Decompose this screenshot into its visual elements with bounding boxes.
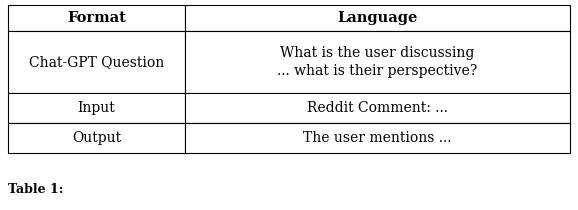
Text: What is the user discussing
... what is their perspective?: What is the user discussing ... what is …	[277, 46, 477, 78]
Bar	[8, 123, 185, 153]
Bar	[8, 31, 185, 93]
Text: Input: Input	[77, 101, 116, 115]
Bar	[8, 5, 185, 31]
Bar	[185, 93, 570, 123]
Bar	[185, 123, 570, 153]
Text: Format: Format	[67, 11, 126, 25]
Text: Output: Output	[72, 131, 121, 145]
Bar	[185, 31, 570, 93]
Text: Chat-GPT Question: Chat-GPT Question	[29, 55, 164, 69]
Text: The user mentions ...: The user mentions ...	[303, 131, 452, 145]
Text: Language: Language	[338, 11, 418, 25]
Text: Table 1:: Table 1:	[8, 183, 64, 196]
Bar	[8, 93, 185, 123]
Text: Reddit Comment: ...: Reddit Comment: ...	[307, 101, 448, 115]
Bar	[185, 5, 570, 31]
